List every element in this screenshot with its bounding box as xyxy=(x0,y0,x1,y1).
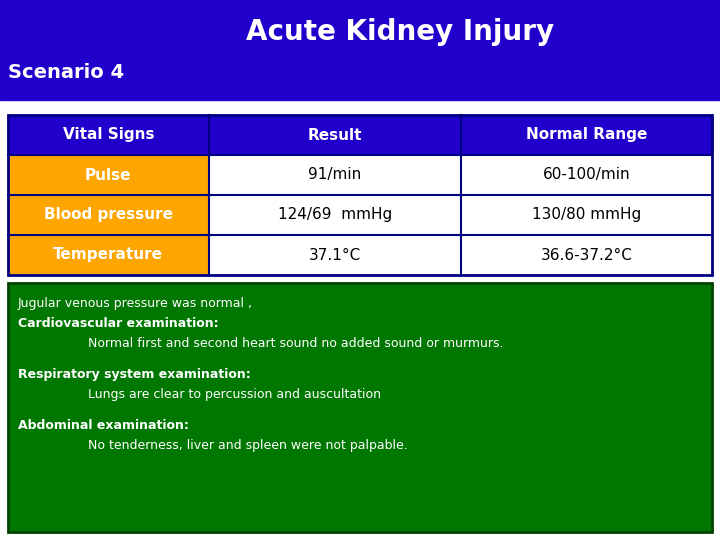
Bar xyxy=(209,195,461,235)
Bar xyxy=(8,283,712,532)
Text: Normal Range: Normal Range xyxy=(526,127,647,143)
Text: Pulse: Pulse xyxy=(85,167,132,183)
Text: 36.6-37.2°C: 36.6-37.2°C xyxy=(541,247,632,262)
Bar xyxy=(8,283,712,532)
Text: Respiratory system examination:: Respiratory system examination: xyxy=(18,368,251,381)
Text: Scenario 4: Scenario 4 xyxy=(8,63,124,82)
Text: 37.1°C: 37.1°C xyxy=(309,247,361,262)
Bar xyxy=(8,235,209,275)
Text: Temperature: Temperature xyxy=(53,247,163,262)
Bar xyxy=(209,155,461,195)
Bar xyxy=(8,195,209,235)
Bar xyxy=(209,235,461,275)
Bar xyxy=(8,115,712,155)
Text: 91/min: 91/min xyxy=(308,167,361,183)
Text: Cardiovascular examination:: Cardiovascular examination: xyxy=(18,317,219,330)
Text: Abdominal examination:: Abdominal examination: xyxy=(18,419,189,432)
Text: Blood pressure: Blood pressure xyxy=(44,207,173,222)
Bar xyxy=(8,115,712,275)
Text: 60-100/min: 60-100/min xyxy=(543,167,630,183)
Text: Normal first and second heart sound no added sound or murmurs.: Normal first and second heart sound no a… xyxy=(88,337,503,350)
Bar xyxy=(461,195,712,235)
Text: Vital Signs: Vital Signs xyxy=(63,127,154,143)
Bar xyxy=(461,155,712,195)
Bar xyxy=(0,0,720,100)
Text: Result: Result xyxy=(307,127,362,143)
Bar xyxy=(8,155,209,195)
Text: 124/69  mmHg: 124/69 mmHg xyxy=(277,207,392,222)
Text: Lungs are clear to percussion and auscultation: Lungs are clear to percussion and auscul… xyxy=(88,388,381,401)
Text: 130/80 mmHg: 130/80 mmHg xyxy=(531,207,641,222)
Bar xyxy=(461,235,712,275)
Text: Acute Kidney Injury: Acute Kidney Injury xyxy=(246,18,554,46)
Text: Jugular venous pressure was normal ,: Jugular venous pressure was normal , xyxy=(18,297,253,310)
Text: No tenderness, liver and spleen were not palpable.: No tenderness, liver and spleen were not… xyxy=(88,439,408,452)
